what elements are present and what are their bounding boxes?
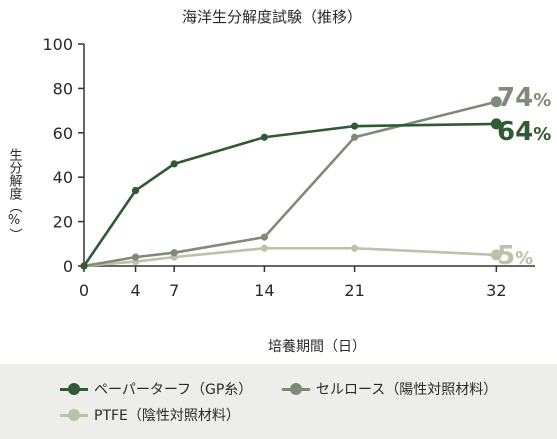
end-value-label-2: 5% bbox=[497, 241, 533, 271]
end-value-unit: % bbox=[533, 124, 551, 145]
series-point-1 bbox=[170, 249, 178, 257]
chart: 海洋生分解度試験（推移） 生分解度（%） 0 20 40 60 80 100 0 4 7 14 2… bbox=[7, 8, 552, 355]
legend-label: ペーパーターフ（GP糸） bbox=[94, 382, 253, 398]
series-point-1 bbox=[490, 96, 502, 108]
end-value-label-1: 74% bbox=[497, 83, 551, 113]
legend-marker-icon bbox=[60, 408, 88, 422]
y-tick-label: 60 bbox=[53, 124, 73, 143]
end-value-label-0: 64% bbox=[497, 117, 551, 147]
legend-label: セルロース（陽性対照材料） bbox=[316, 382, 498, 398]
series-point-0 bbox=[490, 118, 502, 130]
x-tick-label: 4 bbox=[130, 281, 140, 300]
chart-title: 海洋生分解度試験（推移） bbox=[182, 8, 362, 26]
legend-item-series-1: セルロース（陽性対照材料） bbox=[282, 379, 497, 399]
series-point-2 bbox=[351, 244, 359, 252]
series-point-0 bbox=[260, 133, 268, 141]
x-tick-label: 32 bbox=[486, 281, 506, 300]
series-point-0 bbox=[351, 122, 359, 130]
end-value-unit: % bbox=[515, 248, 533, 269]
y-tick-label: 80 bbox=[53, 79, 73, 98]
series-point-2 bbox=[260, 244, 268, 252]
series-line-0 bbox=[82, 122, 497, 267]
legend-item-series-2: PTFE（陰性対照材料） bbox=[60, 405, 240, 425]
series-point-0 bbox=[131, 186, 140, 195]
legend-item-series-0: ペーパーターフ（GP糸） bbox=[60, 379, 252, 399]
series-line-1 bbox=[83, 100, 497, 268]
x-tick-label: 14 bbox=[254, 281, 274, 300]
end-value-number: 74 bbox=[497, 83, 533, 113]
series-line-2 bbox=[83, 246, 497, 268]
series-point-1 bbox=[131, 253, 140, 261]
x-tick-label: 21 bbox=[344, 281, 364, 300]
x-axis-label: 培養期間（日） bbox=[268, 338, 366, 355]
series-point-1 bbox=[260, 233, 268, 241]
legend-marker-icon bbox=[60, 382, 88, 396]
series-point-0 bbox=[170, 160, 178, 168]
series-point-2 bbox=[490, 249, 502, 261]
end-value-number: 5 bbox=[497, 241, 515, 271]
series-point-0 bbox=[80, 262, 88, 270]
end-value-unit: % bbox=[533, 90, 551, 111]
end-value-number: 64 bbox=[497, 117, 533, 147]
y-tick-label: 20 bbox=[53, 213, 73, 232]
legend: ペーパーターフ（GP糸） セルロース（陽性対照材料） PTFE（陰性対照材料） bbox=[0, 364, 557, 439]
x-tick-label: 0 bbox=[79, 281, 89, 300]
x-tick-label: 7 bbox=[169, 281, 179, 300]
y-tick-label: 0 bbox=[63, 257, 73, 276]
legend-label: PTFE（陰性対照材料） bbox=[94, 408, 240, 424]
y-tick-label: 100 bbox=[42, 35, 73, 54]
y-tick-label: 40 bbox=[53, 168, 73, 187]
series-point-1 bbox=[351, 133, 359, 141]
y-axis-label: 生分解度（%） bbox=[7, 148, 23, 241]
legend-marker-icon bbox=[282, 382, 310, 396]
